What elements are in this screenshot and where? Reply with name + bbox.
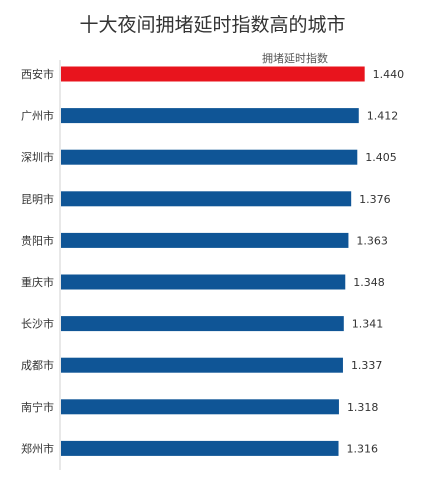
bar [61,357,343,373]
bar-value-label: 1.341 [352,318,384,331]
bar-value-label: 1.376 [359,193,391,206]
category-tick-label: 成都市 [21,358,54,372]
bar [61,66,365,82]
bar-value-label: 1.318 [347,401,379,414]
category-tick-label: 贵阳市 [21,233,54,247]
category-tick-label: 昆明市 [21,192,54,206]
category-tick-label: 南宁市 [21,400,54,414]
bar-value-label: 1.337 [351,359,383,372]
bar [61,274,346,290]
category-tick-label: 长沙市 [21,317,54,331]
bar-value-label: 1.440 [373,68,405,81]
bar [61,440,339,456]
legend-series-label: 拥堵延时指数 [262,52,328,65]
bar [61,108,359,124]
category-tick-label: 西安市 [21,67,54,81]
bar-value-label: 1.405 [365,151,397,164]
bar [61,232,349,248]
bar [61,191,352,207]
bar [61,149,358,165]
bar [61,399,339,415]
bar-value-label: 1.363 [356,234,388,247]
category-tick-label: 重庆市 [21,275,54,289]
bar-value-label: 1.412 [367,110,399,123]
bar [61,316,344,332]
chart-title: 十大夜间拥堵延时指数高的城市 [79,14,346,36]
category-tick-label: 广州市 [21,109,54,123]
bar-value-label: 1.316 [347,442,379,455]
category-tick-label: 深圳市 [21,150,54,164]
bar-value-label: 1.348 [353,276,385,289]
category-tick-label: 郑州市 [21,441,54,455]
